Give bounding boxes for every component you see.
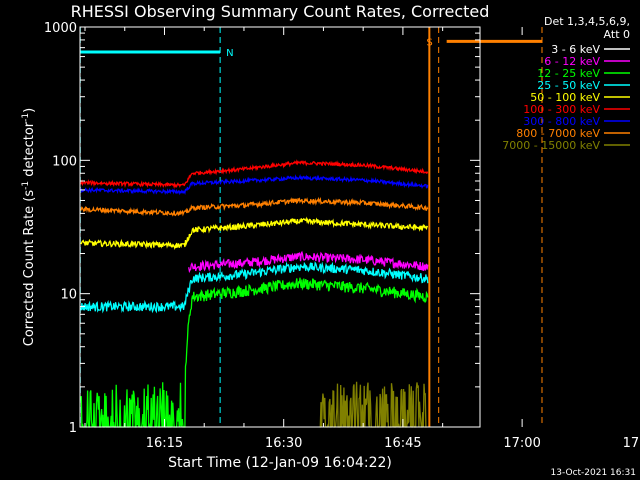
y-tick-label: 100 [52, 154, 77, 169]
series-line [79, 159, 429, 190]
plot-frame [79, 26, 481, 428]
x-tick-label: 16:15 [146, 436, 183, 451]
x-tick-label: 16:45 [384, 436, 421, 451]
chart-title: RHESSI Observing Summary Count Rates, Co… [71, 2, 490, 21]
series-line [80, 216, 429, 251]
y-axis-label-sup: -1 [21, 181, 31, 190]
y-axis-label-sup2: -1 [21, 113, 31, 122]
legend-entry-label: 7000 - 15000 keV [502, 139, 600, 152]
legend-entry-label: 12 - 25 keV [537, 67, 600, 80]
x-tick-label: 17:00 [503, 436, 540, 451]
series-line [80, 196, 429, 217]
legend-entry-label: 800 - 7000 keV [516, 127, 600, 140]
x-tick-label: 17:15 [623, 436, 640, 451]
y-axis-label-mid: detector [22, 121, 37, 181]
legend-entry-label: 100 - 300 keV [523, 103, 600, 116]
x-tick-label: 16:30 [265, 436, 302, 451]
legend-entry-label: 25 - 50 keV [537, 79, 600, 92]
y-axis-label-end: ) [22, 108, 37, 113]
legend-entry-label: 6 - 12 keV [544, 55, 600, 68]
series-line [80, 174, 429, 196]
legend-header-line1: Det 1,3,4,5,6,9, [544, 15, 630, 28]
y-tick-label: 1000 [44, 21, 77, 36]
timestamp: 13-Oct-2021 16:31 [551, 468, 636, 478]
legend-entry-label: 3 - 6 keV [551, 43, 600, 56]
legend-entry-label: 300 - 800 keV [523, 115, 600, 128]
night-flag-label: N [226, 48, 233, 59]
legend-entry-label: 50 - 100 keV [530, 91, 600, 104]
y-axis-label: Corrected Count Rate (s-1 detector-1) [21, 108, 37, 346]
x-axis-label: Start Time (12-Jan-09 16:04:22) [168, 455, 392, 471]
plot-area: NS [79, 27, 543, 428]
series-line [188, 250, 429, 274]
y-axis-label-main: Corrected Count Rate (s [22, 190, 37, 347]
y-tick-label: 10 [60, 288, 77, 303]
series-line [79, 261, 429, 314]
legend-header-line2: Att 0 [604, 28, 630, 41]
y-tick-label: 1 [69, 421, 77, 436]
